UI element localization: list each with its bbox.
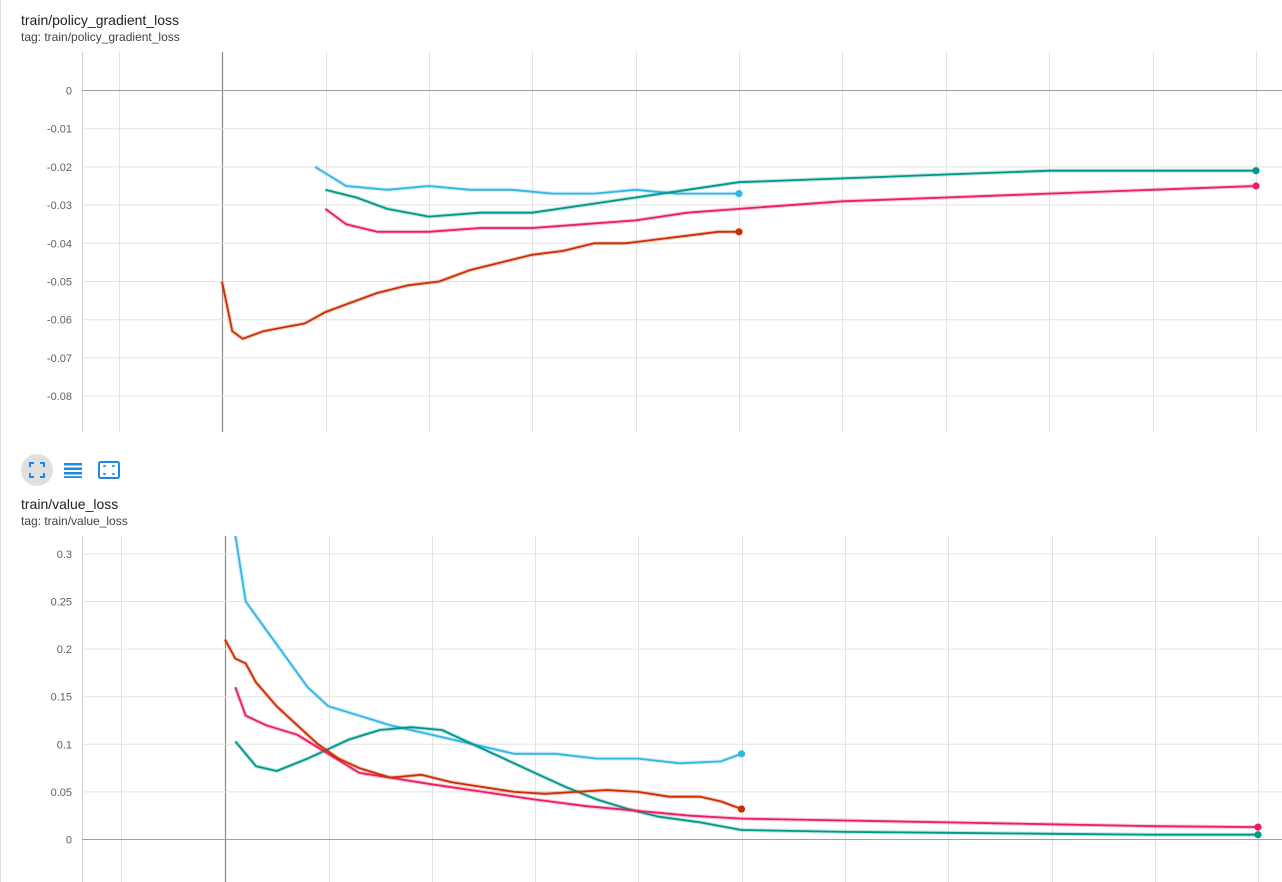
series-endpoint xyxy=(735,190,743,198)
series-endpoint xyxy=(1254,823,1262,831)
series-endpoint xyxy=(737,805,746,813)
fit-domain-icon xyxy=(98,461,120,479)
chart-tag: tag: train/value_loss xyxy=(21,514,128,528)
fit-domain-button[interactable] xyxy=(93,454,125,486)
series-raw-line xyxy=(233,536,743,766)
series-endpoint xyxy=(1254,831,1262,839)
y-tick-label: -0.08 xyxy=(47,391,72,403)
y-tick-label: 0.05 xyxy=(51,787,72,799)
y-tick-label: 0.15 xyxy=(51,692,72,704)
chart-tag: tag: train/policy_gradient_loss xyxy=(21,30,180,44)
series-line xyxy=(234,686,1259,828)
policy-gradient-loss-chart[interactable]: 0 -0.01 -0.02 -0.03 -0.04 -0.05 -0.06 -0.07 -0.0… xyxy=(0,52,1282,436)
series-line xyxy=(221,230,739,340)
y-tick-label: -0.02 xyxy=(47,162,72,174)
series-raw-line xyxy=(223,638,743,811)
series-endpoint xyxy=(1252,167,1260,175)
y-tick-label: 0.25 xyxy=(51,597,72,609)
toggle-log-scale-icon xyxy=(64,463,82,478)
card-edge xyxy=(0,0,1,882)
y-tick-label: -0.03 xyxy=(47,200,72,212)
y-tick-label: 0.3 xyxy=(57,549,72,561)
y-tick-label: 0.1 xyxy=(57,739,72,751)
fullscreen-button[interactable] xyxy=(21,454,53,486)
series-endpoint xyxy=(737,750,746,758)
series-raw-line xyxy=(324,184,1257,234)
series-line xyxy=(234,536,742,765)
y-tick-label: 0 xyxy=(66,86,72,98)
series-line xyxy=(234,726,1258,836)
y-tick-label: -0.06 xyxy=(47,315,72,327)
toggle-log-scale-button[interactable] xyxy=(57,454,89,486)
series-line xyxy=(325,169,1256,218)
y-tick-label: -0.01 xyxy=(47,124,72,136)
value-loss-chart[interactable]: 0.3 0.25 0.2 0.15 0.1 0.05 0 xyxy=(0,536,1282,882)
series-endpoint xyxy=(1252,182,1260,190)
chart-toolbar xyxy=(21,453,125,487)
fullscreen-icon xyxy=(29,462,45,478)
series-line xyxy=(324,185,1257,233)
series-line xyxy=(224,639,742,810)
y-tick-label: 0 xyxy=(66,835,72,847)
series-endpoint xyxy=(735,228,743,236)
chart-title: train/policy_gradient_loss xyxy=(21,12,179,28)
y-tick-label: -0.04 xyxy=(47,238,72,250)
series-raw-line xyxy=(233,686,1259,830)
y-tick-label: -0.05 xyxy=(47,277,72,289)
series-raw-line xyxy=(220,229,739,342)
y-tick-label: 0.2 xyxy=(57,644,72,656)
y-tick-label: -0.07 xyxy=(47,353,72,365)
series-raw-line xyxy=(324,168,1256,219)
series-line xyxy=(314,166,739,195)
chart-title: train/value_loss xyxy=(21,496,119,512)
